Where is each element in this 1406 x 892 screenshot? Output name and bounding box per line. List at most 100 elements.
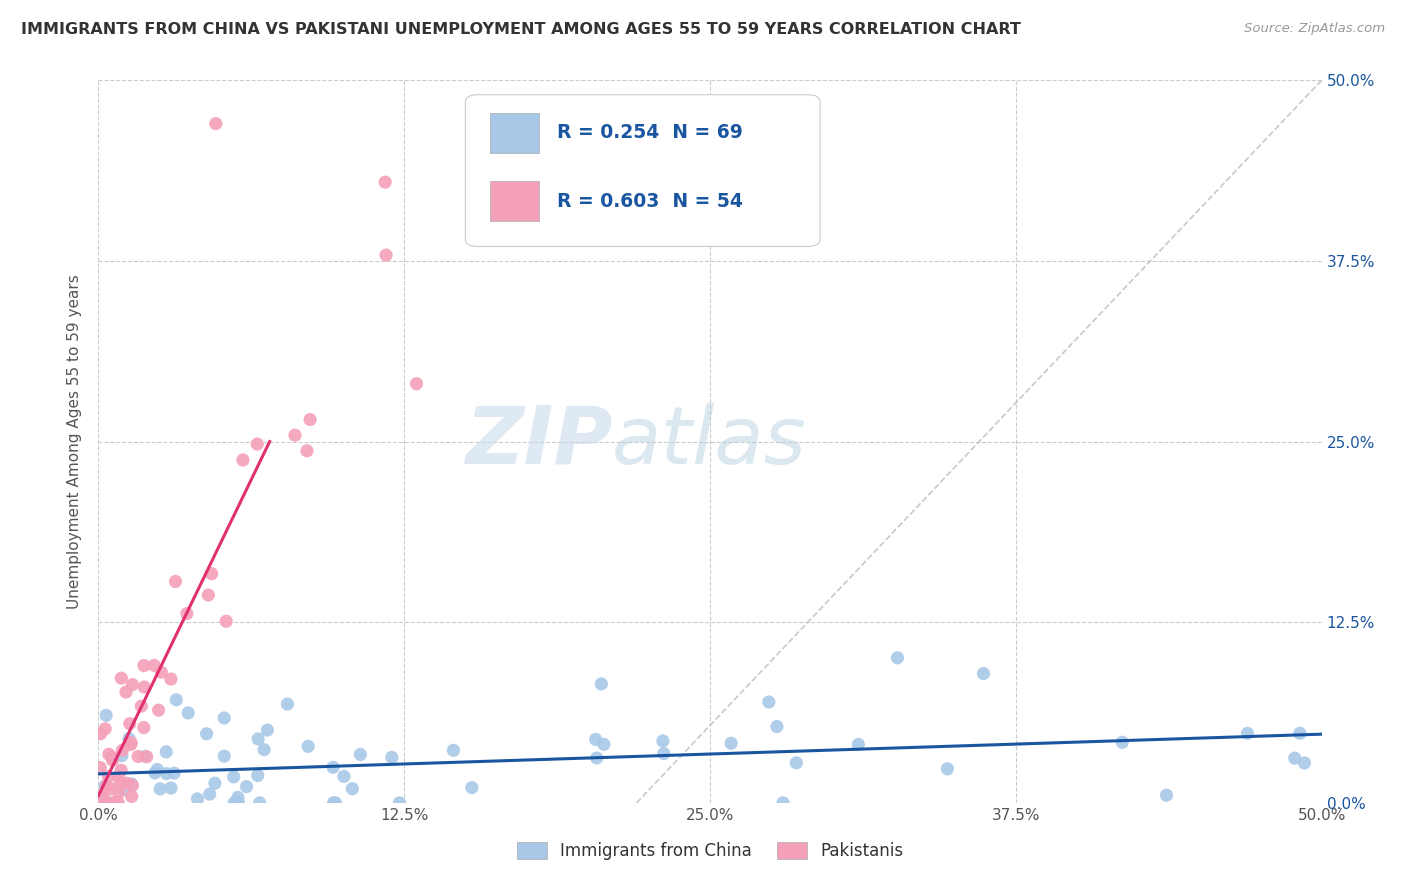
Point <box>720 736 742 750</box>
Point <box>374 175 396 189</box>
Point <box>249 796 271 810</box>
Point <box>103 796 125 810</box>
Point <box>349 747 371 762</box>
Point <box>766 720 789 734</box>
Point <box>118 716 141 731</box>
Point <box>111 748 134 763</box>
Point <box>94 722 117 736</box>
Point <box>110 764 132 778</box>
Point <box>375 248 398 262</box>
Point <box>134 680 156 694</box>
FancyBboxPatch shape <box>465 95 820 246</box>
Point <box>225 796 247 810</box>
Point <box>1156 788 1178 802</box>
Point <box>121 777 143 791</box>
Point <box>936 762 959 776</box>
Point <box>758 695 780 709</box>
Point <box>148 703 170 717</box>
Point <box>381 750 404 764</box>
Y-axis label: Unemployment Among Ages 55 to 59 years: Unemployment Among Ages 55 to 59 years <box>67 274 83 609</box>
Point <box>97 747 120 762</box>
Point <box>120 737 142 751</box>
Point <box>101 750 124 764</box>
Text: Source: ZipAtlas.com: Source: ZipAtlas.com <box>1244 22 1385 36</box>
Point <box>212 711 235 725</box>
Point <box>299 412 322 426</box>
Point <box>846 738 869 752</box>
Point <box>132 658 155 673</box>
Point <box>186 792 208 806</box>
Point <box>886 650 908 665</box>
Point <box>972 666 994 681</box>
Point <box>284 428 307 442</box>
Point <box>110 776 132 790</box>
Point <box>155 766 177 780</box>
Point <box>90 796 112 810</box>
Point <box>111 743 134 757</box>
Point <box>110 671 132 685</box>
Point <box>342 781 364 796</box>
Point <box>131 699 153 714</box>
Point <box>1284 751 1306 765</box>
Point <box>93 789 115 804</box>
Point <box>247 731 270 746</box>
Legend: Immigrants from China, Pakistanis: Immigrants from China, Pakistanis <box>510 835 910 867</box>
Point <box>94 796 117 810</box>
Point <box>591 677 613 691</box>
Point <box>115 776 138 790</box>
Text: R = 0.603  N = 54: R = 0.603 N = 54 <box>557 192 742 211</box>
Point <box>121 678 143 692</box>
Point <box>107 796 129 810</box>
Point <box>204 776 226 790</box>
Point <box>90 789 112 804</box>
Point <box>143 658 166 673</box>
Point <box>97 769 120 783</box>
Point <box>235 780 257 794</box>
Point <box>297 739 319 754</box>
Point <box>101 753 124 767</box>
Point <box>325 796 347 810</box>
Point <box>224 796 246 810</box>
Point <box>108 785 131 799</box>
Point <box>226 790 249 805</box>
Point <box>163 766 186 780</box>
Point <box>295 443 318 458</box>
Point <box>232 453 254 467</box>
Point <box>89 727 111 741</box>
Point <box>100 781 122 796</box>
Point <box>333 769 356 783</box>
Point <box>585 751 607 765</box>
Text: R = 0.254  N = 69: R = 0.254 N = 69 <box>557 123 742 142</box>
Point <box>461 780 484 795</box>
Point <box>772 796 794 810</box>
Point <box>205 117 228 131</box>
Point <box>134 749 156 764</box>
Point <box>160 780 183 795</box>
Point <box>593 737 616 751</box>
Point <box>143 766 166 780</box>
Point <box>212 749 235 764</box>
Point <box>112 782 135 797</box>
Point <box>246 437 269 451</box>
Point <box>198 787 221 801</box>
Point <box>253 742 276 756</box>
Point <box>120 736 142 750</box>
Point <box>1111 735 1133 749</box>
Point <box>177 706 200 720</box>
Point <box>405 376 427 391</box>
Point <box>135 749 157 764</box>
Point <box>246 768 269 782</box>
Point <box>195 727 218 741</box>
Point <box>1294 756 1316 770</box>
Point <box>256 723 278 737</box>
Point <box>228 796 250 810</box>
Point <box>149 781 172 796</box>
Point <box>785 756 807 770</box>
Point <box>197 588 219 602</box>
FancyBboxPatch shape <box>489 112 538 153</box>
Point <box>165 574 187 589</box>
Point <box>127 749 149 764</box>
Point <box>94 779 117 793</box>
Point <box>585 732 607 747</box>
Point <box>115 685 138 699</box>
